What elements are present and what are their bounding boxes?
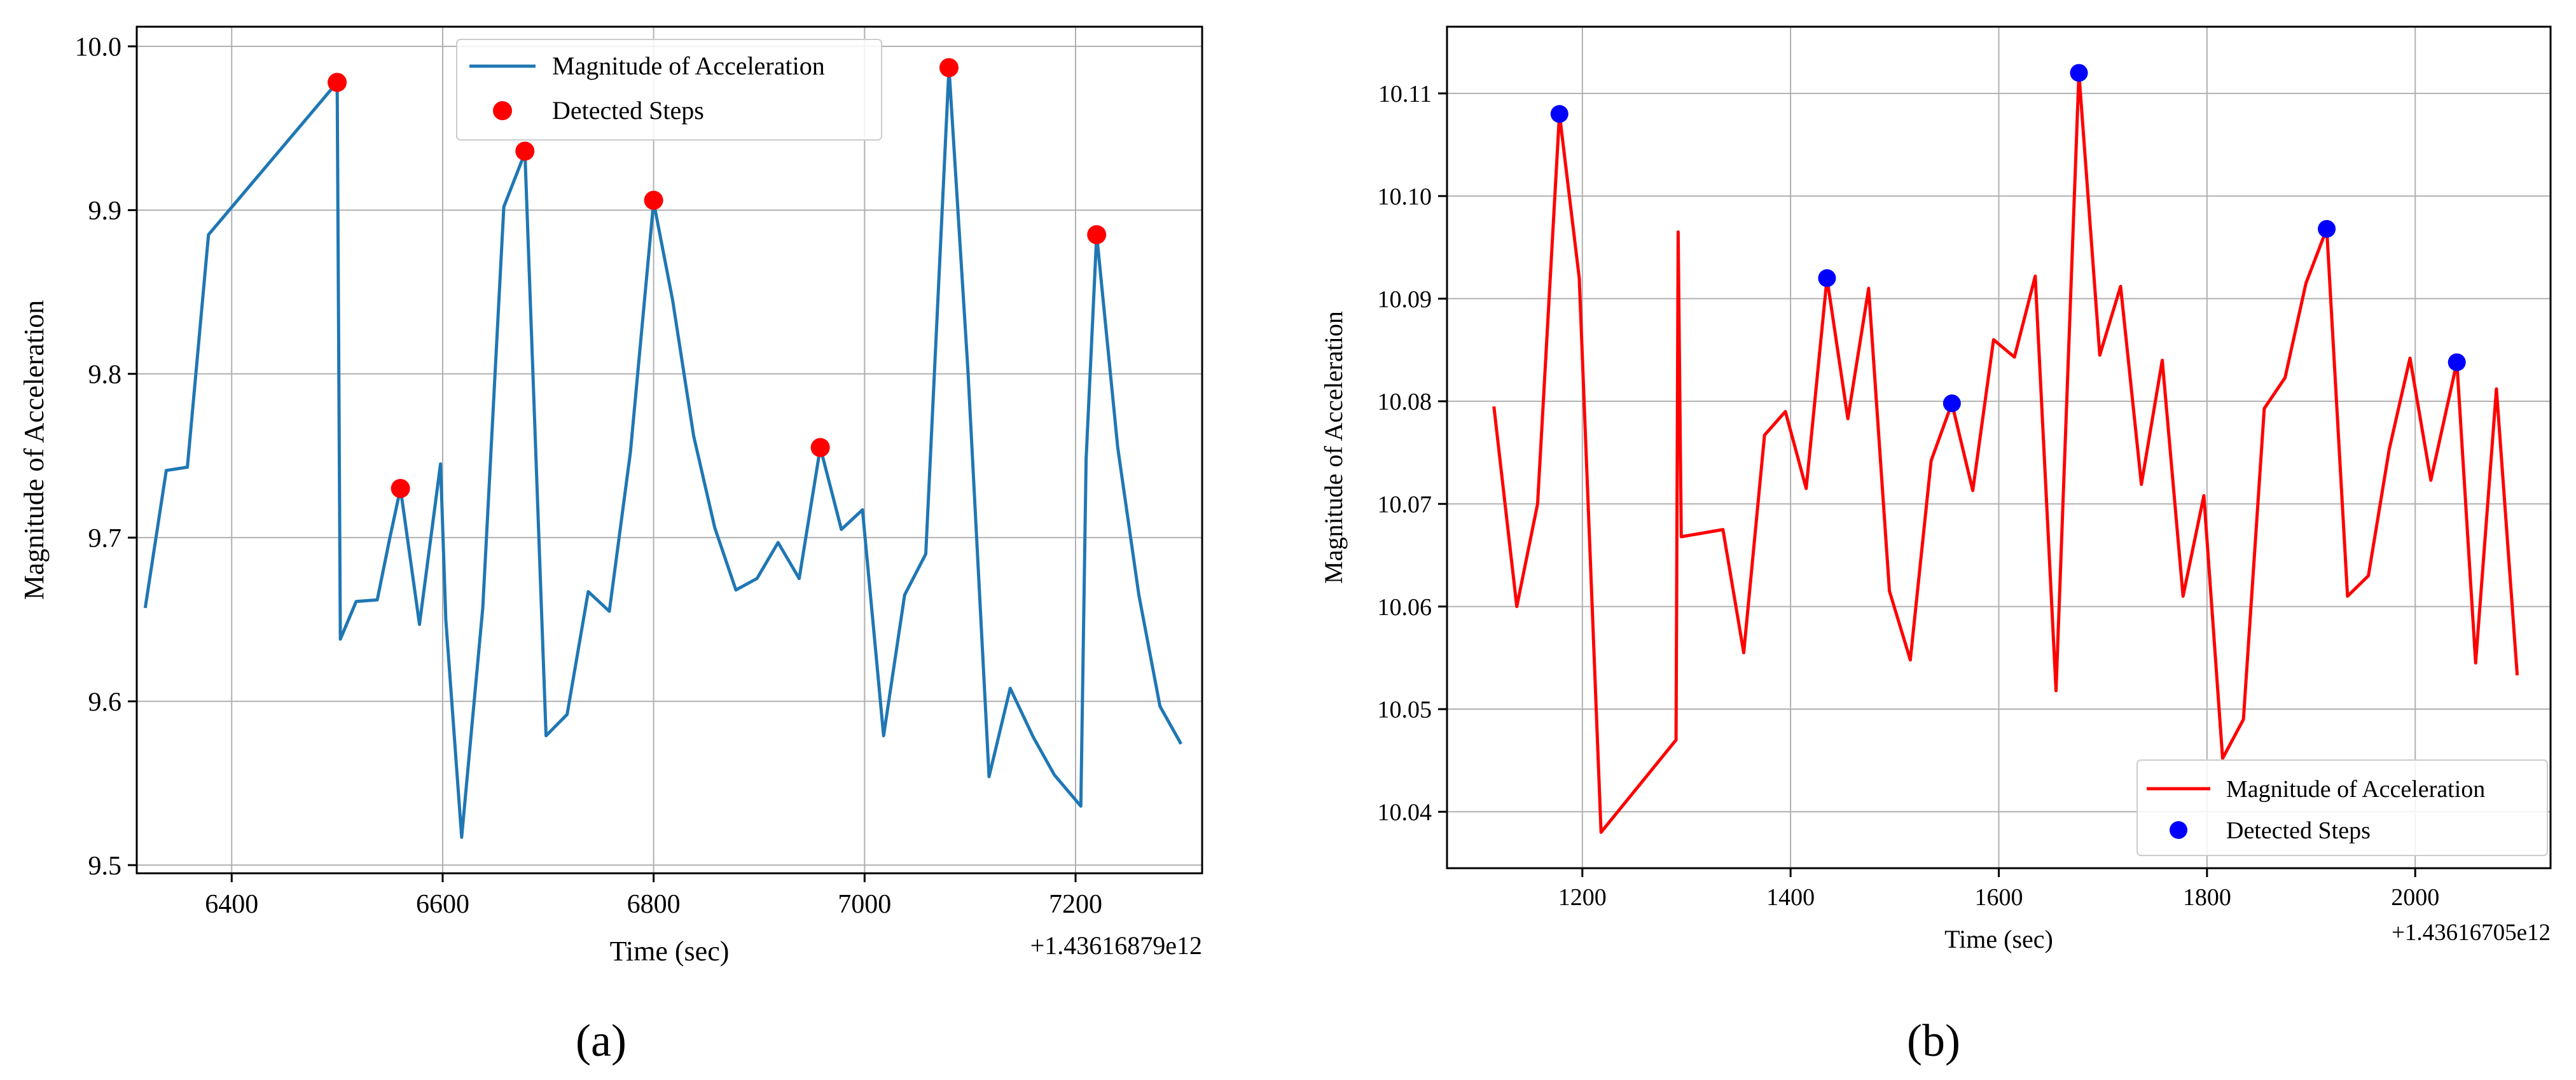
acceleration-line xyxy=(1492,71,2519,834)
y-tick-label: 10.0 xyxy=(75,33,122,62)
chart-panel-a: 6400 6600 6800 7000 72009.59.69.79.89.910.0 … xyxy=(18,25,1203,1066)
step-markers-a xyxy=(328,58,1107,498)
acceleration-line xyxy=(143,66,1182,839)
legend-label-acceleration-b: Magnitude of Acceleration xyxy=(2226,776,2485,803)
legend-label-acceleration-a: Magnitude of Acceleration xyxy=(552,52,825,80)
x-tick-label: 1600 xyxy=(1975,884,2023,911)
detected-step-marker xyxy=(515,141,535,161)
detected-step-marker xyxy=(1818,269,1836,287)
legend-marker-swatch-b xyxy=(2170,821,2187,839)
ticks-a: 6400 6600 6800 7000 7200 9.5 9.6 9.7 9.8 9.9 10.0 xyxy=(75,33,1102,919)
detected-step-marker xyxy=(939,58,959,78)
y-tick-label: 9.7 xyxy=(88,524,122,553)
x-offset-label-a: +1.43616879e12 xyxy=(1030,931,1202,960)
y-tick-label: 9.6 xyxy=(88,688,122,717)
x-tick-label: 1200 xyxy=(1558,884,1607,911)
x-tick-label: 2000 xyxy=(2391,884,2439,911)
series-lines-b xyxy=(1492,71,2519,834)
detected-step-marker xyxy=(2070,64,2088,82)
detected-step-marker xyxy=(2318,219,2336,238)
y-tick-label: 9.8 xyxy=(88,360,122,389)
x-tick-label: 7200 xyxy=(1049,890,1102,919)
x-offset-label-b: +1.43616705e12 xyxy=(2392,920,2551,946)
legend-label-steps-a: Detected Steps xyxy=(552,96,704,125)
y-tick-label: 10.05 xyxy=(1378,696,1432,723)
detected-step-marker xyxy=(391,479,410,498)
x-tick-label: 6400 xyxy=(205,890,258,919)
legend-box-a xyxy=(456,39,882,141)
y-tick-label: 10.04 xyxy=(1378,800,1432,826)
x-tick-label: 6800 xyxy=(627,890,681,919)
step-markers-b xyxy=(1550,64,2466,413)
y-axis-label-b: Magnitude of Acceleration xyxy=(1319,311,1348,584)
y-tick-label: 10.09 xyxy=(1378,286,1432,313)
x-tick-label: 1400 xyxy=(1766,884,1815,911)
detected-step-marker xyxy=(1550,105,1568,123)
detected-step-marker xyxy=(328,73,347,92)
y-axis-label-a: Magnitude of Acceleration xyxy=(18,300,50,600)
ticks-b: 1200 1400 1600 1800 2000 10.04 10.05 10.06 10.07… xyxy=(1378,81,2440,911)
chart-panel-b: 1200 1400 1600 1800 2000 10.04 10.05 10.06 10.07… xyxy=(1319,25,2552,1066)
panel-label-b: (b) xyxy=(1907,1015,1960,1066)
x-axis-label-a: Time (sec) xyxy=(610,936,730,967)
y-tick-label: 10.10 xyxy=(1378,184,1432,211)
x-tick-label: 1800 xyxy=(2183,884,2231,911)
y-tick-label: 10.07 xyxy=(1378,492,1432,518)
detected-step-marker xyxy=(2448,353,2466,371)
legend-b: Magnitude of Acceleration Detected Steps xyxy=(2136,759,2548,856)
legend-label-steps-b: Detected Steps xyxy=(2226,817,2371,844)
detected-step-marker xyxy=(810,438,830,457)
y-tick-label: 10.11 xyxy=(1378,81,1432,107)
y-tick-label: 10.06 xyxy=(1378,594,1432,621)
grid-a xyxy=(137,27,1202,873)
x-tick-label: 7000 xyxy=(838,890,891,919)
panel-label-a: (a) xyxy=(576,1015,627,1066)
x-axis-label-b: Time (sec) xyxy=(1944,925,2053,953)
grid-b xyxy=(1447,27,2551,868)
legend-marker-swatch-a xyxy=(493,101,512,120)
series-lines-a xyxy=(143,66,1182,839)
x-tick-label: 6600 xyxy=(416,890,469,919)
legend-box-b xyxy=(2136,759,2548,856)
y-tick-label: 10.08 xyxy=(1378,389,1432,415)
legend-a: Magnitude of Acceleration Detected Steps xyxy=(456,39,882,141)
detected-step-marker xyxy=(644,190,663,210)
detected-step-marker xyxy=(1087,225,1107,244)
y-tick-label: 9.9 xyxy=(88,197,122,226)
y-tick-label: 9.5 xyxy=(88,852,122,881)
plot-frame-a xyxy=(135,25,1203,875)
detected-step-marker xyxy=(1942,394,1961,413)
